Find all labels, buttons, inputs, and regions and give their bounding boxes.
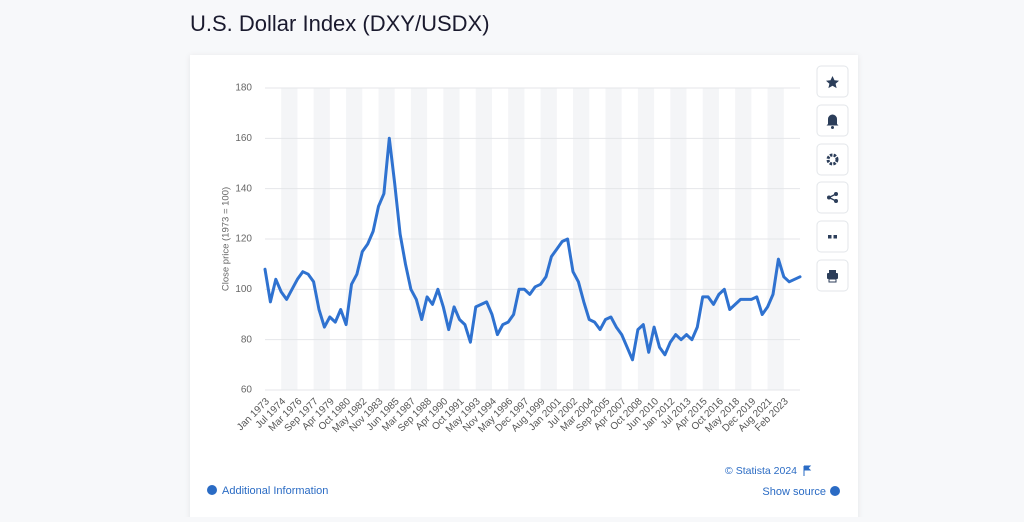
y-tick-label: 120 <box>235 234 252 245</box>
y-tick-label: 140 <box>235 183 252 194</box>
line <box>263 136 802 362</box>
credit-link[interactable]: © Statista 2024 <box>725 465 797 477</box>
cite-button[interactable] <box>816 220 849 253</box>
chart-title: U.S. Dollar Index (DXY/USDX) <box>190 11 490 36</box>
y-tick-label: 100 <box>235 284 252 295</box>
source-icon <box>830 486 840 496</box>
y-tick-label: 60 <box>241 385 253 396</box>
additional-info-link[interactable]: Additional Information <box>222 485 328 497</box>
info-icon <box>207 485 217 495</box>
print-button[interactable] <box>816 259 849 292</box>
y-tick-label: 180 <box>235 83 252 94</box>
y-tick-label: 80 <box>241 334 253 345</box>
toolbar <box>816 65 849 292</box>
favorite-button[interactable] <box>816 65 849 98</box>
y-tick-label: 160 <box>235 133 252 144</box>
show-source-link[interactable]: Show source <box>762 486 826 498</box>
flag-icon <box>803 465 812 476</box>
settings-button[interactable] <box>816 143 849 176</box>
share-button[interactable] <box>816 181 849 214</box>
alert-button[interactable] <box>816 104 849 137</box>
y-axis-title: Close price (1973 = 100) <box>221 187 232 291</box>
